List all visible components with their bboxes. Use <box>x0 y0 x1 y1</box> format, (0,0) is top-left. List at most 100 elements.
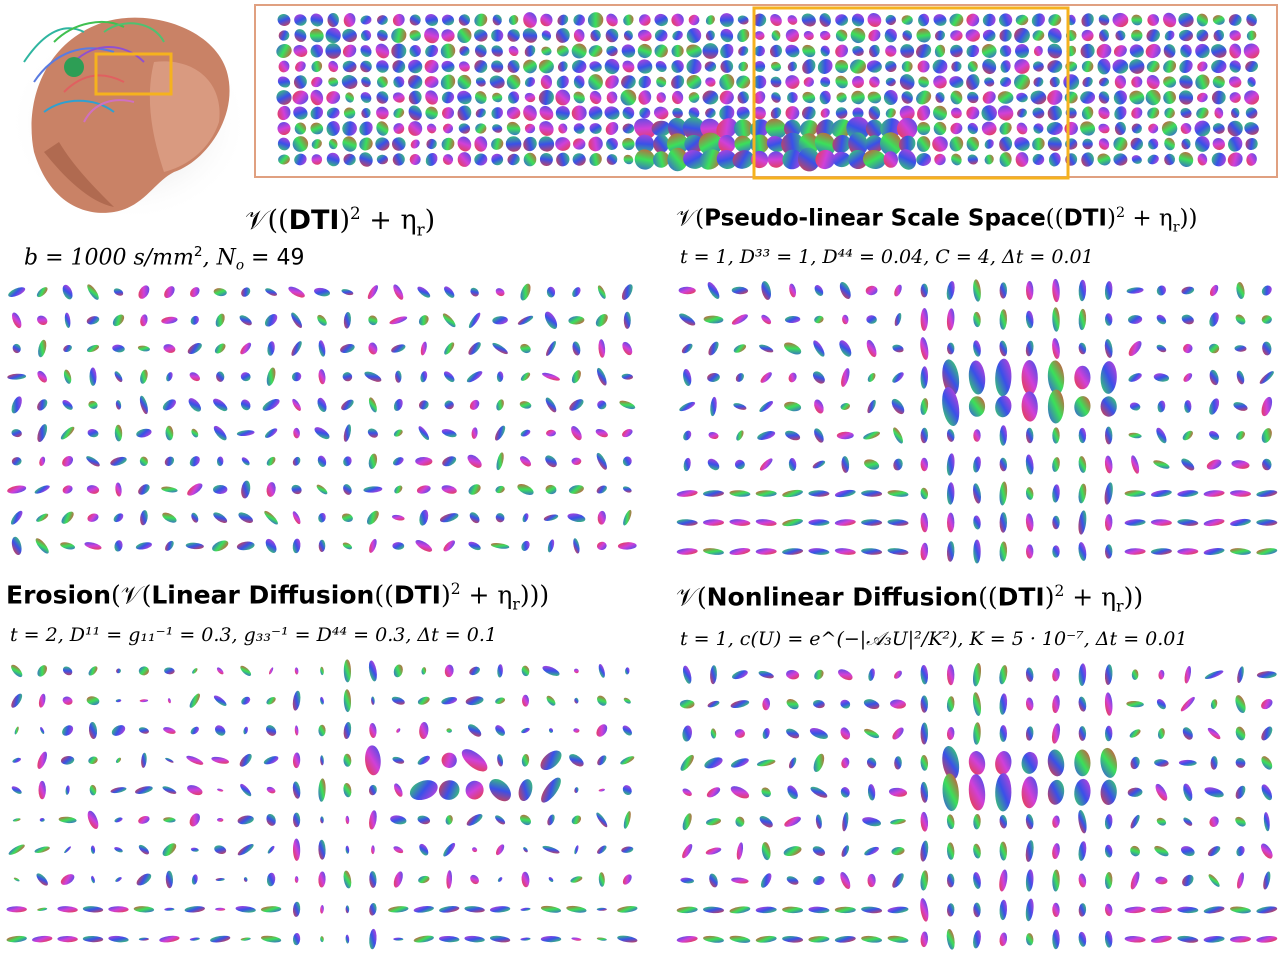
glyph <box>1013 26 1032 44</box>
glyph <box>839 367 851 388</box>
glyph <box>997 120 1014 137</box>
glyph <box>585 9 607 31</box>
glyph <box>1143 41 1163 61</box>
glyph <box>112 287 124 297</box>
glyph <box>1176 149 1196 170</box>
glyph <box>1245 12 1259 27</box>
glyph <box>266 482 277 498</box>
glyph <box>521 103 538 122</box>
glyph <box>135 871 154 888</box>
glyph <box>555 89 571 106</box>
glyph <box>188 370 202 383</box>
glyph <box>1115 75 1126 89</box>
glyph <box>342 541 354 551</box>
glyph <box>1152 459 1170 471</box>
glyph <box>1025 840 1035 863</box>
glyph <box>602 57 621 76</box>
glyph <box>188 812 203 829</box>
glyph <box>7 373 26 380</box>
glyph <box>835 91 848 104</box>
glyph <box>850 74 867 91</box>
glyph <box>948 75 964 89</box>
glyph <box>520 539 532 552</box>
glyph <box>61 665 74 677</box>
glyph <box>594 427 609 439</box>
glyph <box>161 486 178 494</box>
glyph <box>681 787 693 798</box>
glyph <box>320 816 324 823</box>
glyph <box>408 152 422 166</box>
glyph <box>393 122 406 135</box>
glyph <box>1129 756 1141 770</box>
glyph <box>1162 75 1177 89</box>
glyph <box>1029 11 1048 30</box>
glyph <box>596 541 607 551</box>
glyph <box>1177 935 1199 944</box>
glyph <box>1208 284 1220 298</box>
glyph <box>87 428 100 438</box>
glyph <box>392 106 406 120</box>
glyph <box>861 490 882 497</box>
glyph <box>85 454 102 468</box>
glyph <box>897 41 916 60</box>
glyph <box>359 60 372 73</box>
glyph <box>1126 339 1144 358</box>
glyph <box>1197 153 1208 166</box>
glyph <box>681 429 692 442</box>
glyph <box>210 538 229 553</box>
glyph <box>1193 120 1211 138</box>
glyph <box>1099 747 1119 779</box>
glyph <box>83 936 104 943</box>
glyph <box>931 74 948 91</box>
glyph <box>946 727 955 741</box>
glyph <box>1015 121 1030 137</box>
glyph <box>1229 43 1242 59</box>
glyph <box>519 371 531 382</box>
glyph <box>1230 518 1252 528</box>
glyph <box>359 75 373 89</box>
glyph <box>374 58 392 76</box>
glyph <box>320 667 324 676</box>
panel-params-top-left: b = 1000 s/mm2, No = 49 <box>24 244 304 274</box>
glyph <box>291 510 302 525</box>
glyph <box>543 513 559 522</box>
glyph <box>35 872 50 888</box>
glyph <box>973 540 980 564</box>
glyph <box>949 152 963 167</box>
glyph <box>729 547 751 556</box>
glyph <box>762 727 771 740</box>
glyph <box>998 665 1009 685</box>
glyph <box>734 729 745 739</box>
glyph <box>1130 137 1144 151</box>
glyph <box>572 152 587 167</box>
glyph <box>536 87 557 108</box>
glyph <box>165 371 174 382</box>
glyph <box>318 369 326 385</box>
glyph <box>893 312 902 327</box>
glyph <box>518 454 533 468</box>
glyph <box>61 283 75 301</box>
glyph <box>292 901 300 917</box>
glyph <box>1046 59 1063 74</box>
glyph <box>884 28 898 43</box>
glyph <box>342 455 353 467</box>
glyph <box>921 284 928 298</box>
glyph <box>217 788 224 792</box>
glyph <box>420 341 428 356</box>
glyph <box>275 120 293 138</box>
glyph <box>265 813 278 828</box>
glyph <box>1104 814 1113 830</box>
glyph <box>920 366 928 389</box>
glyph <box>440 89 457 105</box>
glyph <box>639 14 651 26</box>
glyph <box>369 903 378 916</box>
glyph <box>89 784 97 795</box>
glyph <box>1154 759 1169 767</box>
glyph <box>620 89 636 106</box>
glyph <box>735 74 752 90</box>
glyph <box>867 668 876 682</box>
glyph <box>838 871 852 891</box>
glyph <box>1180 844 1197 858</box>
glyph <box>1096 105 1112 121</box>
glyph <box>949 59 964 74</box>
